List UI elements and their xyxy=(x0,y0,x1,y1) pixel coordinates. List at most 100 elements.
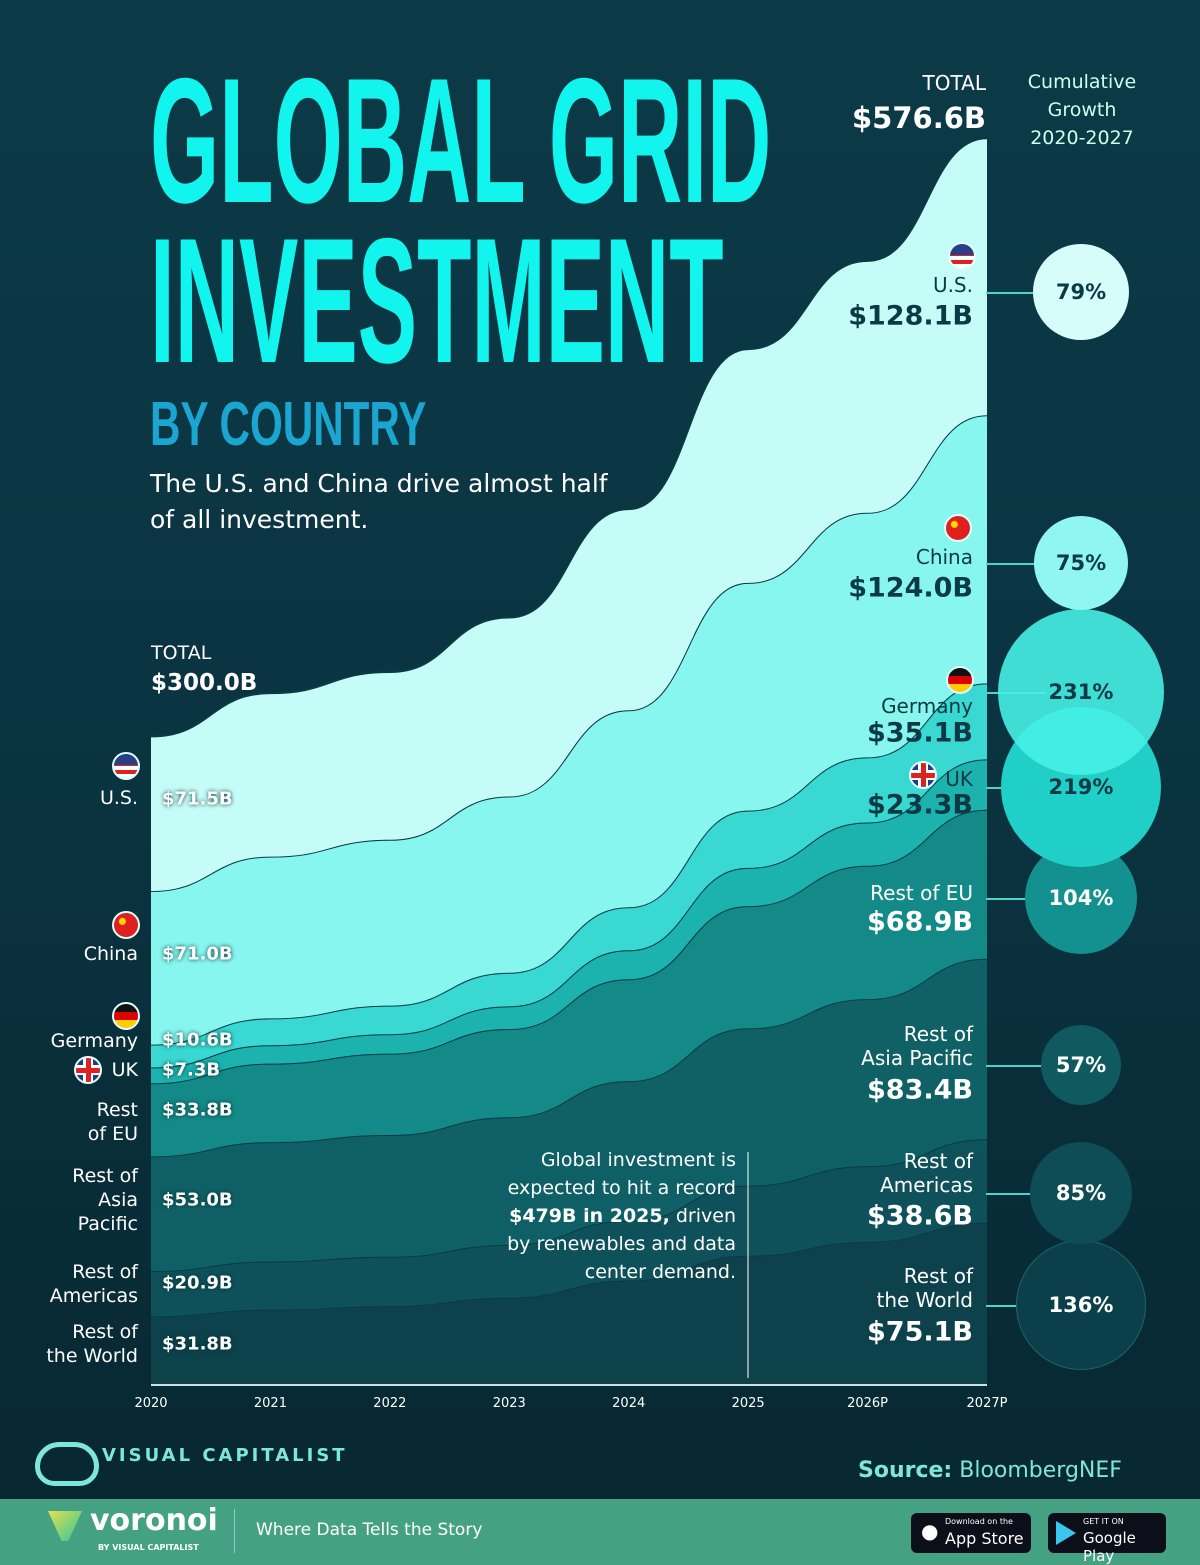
google-play-label: Google Play xyxy=(1083,1529,1136,1565)
description: The U.S. and China drive almost half of … xyxy=(150,469,608,534)
china-flag-icon xyxy=(944,514,972,542)
right-label-rest-of-asia-pacific: Rest of Asia Pacific xyxy=(861,1022,973,1070)
growth-header-line: Cumulative xyxy=(1027,71,1137,93)
left-label-uk: UK xyxy=(111,1059,138,1081)
start-value-rest-of-the-world: $31.8B xyxy=(162,1333,233,1355)
left-label-germany: Germany xyxy=(50,1030,138,1052)
growth-bubble-rest-of-the-world: 136% xyxy=(1016,1240,1146,1370)
source-value: BloombergNEF xyxy=(959,1458,1122,1483)
voronoi-by: BY VISUAL CAPITALIST xyxy=(98,1543,199,1552)
voronoi-logo: voronoi xyxy=(90,1503,218,1538)
google-play-small: GET IT ON xyxy=(1083,1517,1124,1526)
divider xyxy=(234,1509,235,1553)
x-tick-label: 2027P xyxy=(966,1396,1008,1411)
start-value-rest-of-americas: $20.9B xyxy=(162,1272,233,1294)
germany-flag-icon xyxy=(946,666,974,694)
area-rest-of-eu xyxy=(151,809,987,1157)
annotation-text: Global investment is expected to hit a r… xyxy=(507,1149,736,1199)
end-value-uk: $23.3B xyxy=(867,789,973,821)
start-value-china: $71.0B xyxy=(162,943,233,965)
x-tick-label: 2020 xyxy=(134,1396,168,1411)
footer-bar: voronoi BY VISUAL CAPITALIST Where Data … xyxy=(0,1499,1200,1565)
annotation-highlight: $479B in 2025, xyxy=(509,1205,670,1227)
growth-bubble-china: 75% xyxy=(1034,516,1128,610)
left-label-rest-of-asia-pacific: Rest of Asia Pacific xyxy=(72,1165,138,1235)
right-label-china: China xyxy=(915,545,973,569)
area-rest-of-the-world xyxy=(151,1222,987,1385)
right-label-rest-of-americas: Rest of Americas xyxy=(880,1149,973,1197)
app-store-button[interactable]: ● Download on the App Store xyxy=(911,1513,1031,1553)
right-label-rest-of-eu: Rest of EU xyxy=(870,881,973,905)
connector-line xyxy=(986,563,1046,565)
start-value-rest-of-eu: $33.8B xyxy=(162,1099,233,1121)
connector-line xyxy=(986,1065,1046,1067)
growth-header: Cumulative Growth 2020-2027 xyxy=(1028,68,1136,152)
start-total-value: $300.0B xyxy=(151,670,258,696)
right-label-germany: Germany xyxy=(881,694,973,718)
x-tick-label: 2022 xyxy=(373,1396,407,1411)
x-tick-label: 2024 xyxy=(612,1396,646,1411)
x-tick-label: 2026P xyxy=(847,1396,889,1411)
area-u-s- xyxy=(151,138,987,892)
subtitle: BY COUNTRY xyxy=(150,390,427,459)
growth-header-line: Growth xyxy=(1047,99,1117,121)
apple-icon: ● xyxy=(921,1519,939,1543)
germany-flag-icon xyxy=(112,1002,140,1030)
title-line-2: INVESTMENT xyxy=(150,201,724,400)
right-label-uk: UK xyxy=(945,767,973,791)
google-play-button[interactable]: GET IT ON Google Play xyxy=(1048,1513,1166,1565)
uk-flag-icon xyxy=(74,1056,102,1084)
growth-bubble-rest-of-americas: 85% xyxy=(1030,1142,1132,1244)
area-rest-of-asia-pacific xyxy=(151,958,987,1272)
start-value-u-s-: $71.5B xyxy=(162,788,233,810)
left-label-rest-of-eu: Rest of EU xyxy=(87,1099,138,1145)
end-total-value: $576.6B xyxy=(851,101,986,135)
x-tick-label: 2023 xyxy=(492,1396,526,1411)
start-value-germany: $10.6B xyxy=(162,1029,233,1051)
growth-bubble-germany: 231% xyxy=(998,609,1164,775)
uk-flag-icon xyxy=(909,761,937,789)
annotation: Global investment is expected to hit a r… xyxy=(480,1146,736,1286)
end-value-rest-of-asia-pacific: $83.4B xyxy=(867,1074,973,1106)
tagline: Where Data Tells the Story xyxy=(256,1520,483,1540)
end-value-u-s-: $128.1B xyxy=(848,300,973,332)
end-value-china: $124.0B xyxy=(848,572,973,604)
u-s--flag-icon xyxy=(948,242,976,270)
end-value-rest-of-the-world: $75.1B xyxy=(867,1316,973,1348)
app-store-small: Download on the xyxy=(945,1517,1013,1526)
connector-line xyxy=(986,898,1046,900)
end-total-label: TOTAL xyxy=(922,71,986,95)
left-label-china: China xyxy=(83,943,138,965)
left-label-rest-of-the-world: Rest of the World xyxy=(46,1321,138,1367)
visual-capitalist-logo-icon xyxy=(35,1442,99,1486)
area-uk xyxy=(151,759,987,1084)
source-label: Source: xyxy=(858,1458,953,1483)
start-value-uk: $7.3B xyxy=(162,1059,221,1081)
area-rest-of-americas xyxy=(151,1139,987,1317)
voronoi-logo-icon xyxy=(48,1511,82,1541)
right-label-u-s-: U.S. xyxy=(932,273,973,297)
right-label-rest-of-the-world: Rest of the World xyxy=(876,1264,974,1312)
title-line-1: GLOBAL GRID xyxy=(150,41,772,240)
area-germany xyxy=(151,683,987,1068)
x-tick-label: 2025 xyxy=(731,1396,765,1411)
start-value-rest-of-asia-pacific: $53.0B xyxy=(162,1189,233,1211)
left-label-u-s-: U.S. xyxy=(99,787,138,809)
growth-bubble-rest-of-asia-pacific: 57% xyxy=(1041,1025,1121,1105)
end-value-rest-of-americas: $38.6B xyxy=(867,1200,973,1232)
annotation-text: driven by renewables and data center dem… xyxy=(507,1205,736,1283)
growth-bubble-u-s-: 79% xyxy=(1033,244,1129,340)
end-value-rest-of-eu: $68.9B xyxy=(867,906,973,938)
left-label-rest-of-americas: Rest of Americas xyxy=(49,1261,138,1307)
boundary-line xyxy=(150,137,988,738)
u-s--flag-icon xyxy=(112,752,140,780)
china-flag-icon xyxy=(112,911,140,939)
end-value-germany: $35.1B xyxy=(867,717,973,749)
area-china xyxy=(151,415,987,1045)
google-play-icon xyxy=(1056,1521,1076,1545)
x-tick-label: 2021 xyxy=(253,1396,287,1411)
connector-line xyxy=(986,1193,1046,1195)
source: Source: BloombergNEF xyxy=(858,1458,1122,1483)
visual-capitalist-logo: VISUAL CAPITALIST xyxy=(102,1445,348,1466)
